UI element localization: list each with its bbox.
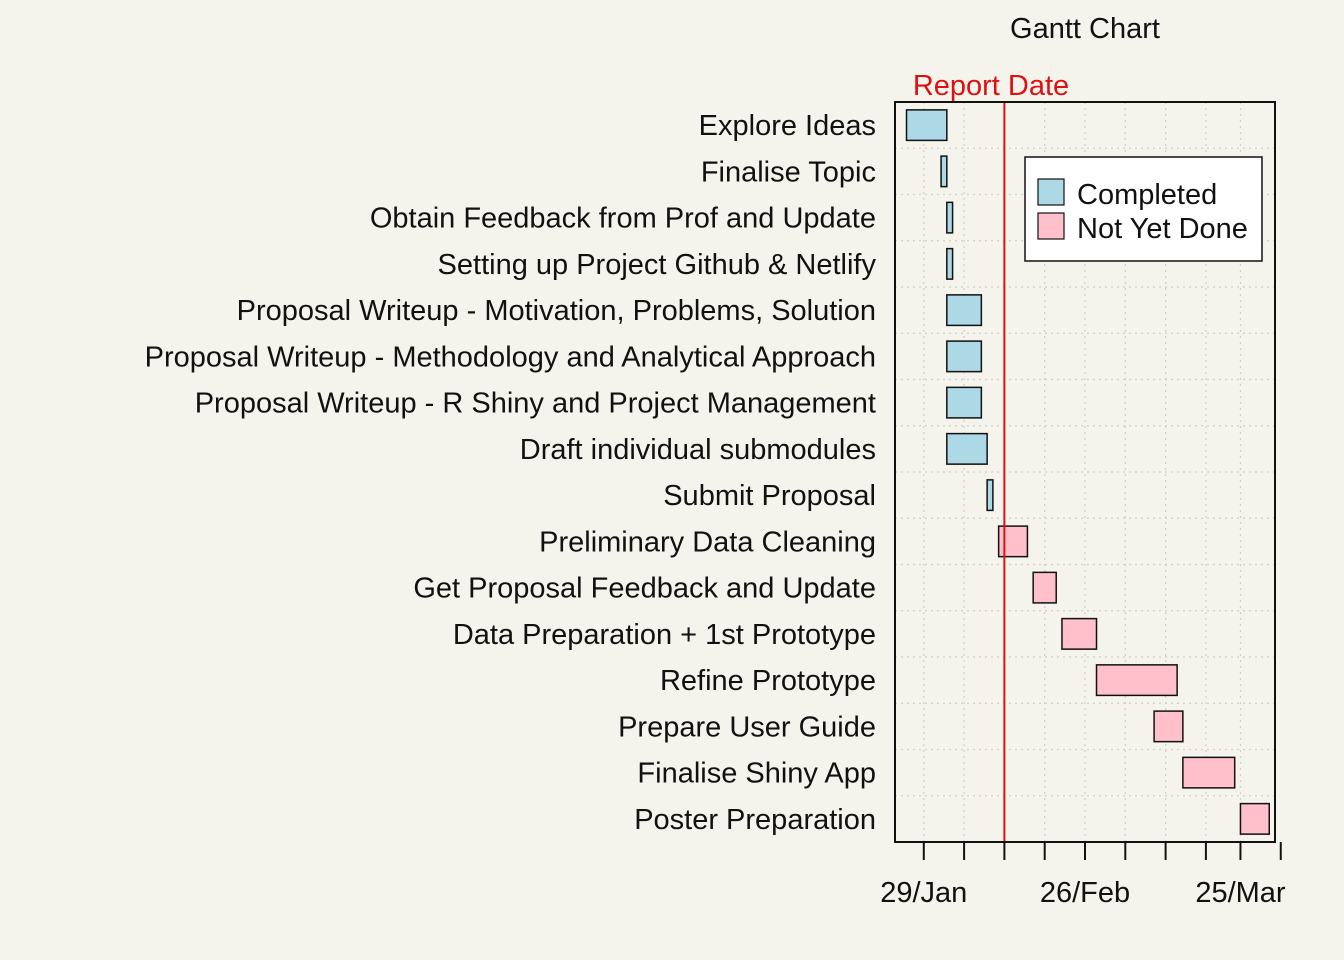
task-label: Refine Prototype	[660, 665, 876, 697]
legend-box	[1024, 156, 1263, 262]
task-bar-submit-proposal	[986, 479, 994, 512]
task-bar-get-proposal-feedback-and-update	[1032, 571, 1057, 604]
task-label: Prepare User Guide	[618, 711, 876, 743]
report-date-label: Report Date	[913, 70, 1069, 102]
task-label: Draft individual submodules	[520, 434, 876, 466]
task-labels: Explore Ideas Finalise Topic Obtain Feedba…	[145, 110, 877, 836]
task-label: Proposal Writeup - Methodology and Analy…	[145, 341, 876, 373]
task-label: Proposal Writeup - Motivation, Problems,…	[237, 295, 876, 327]
legend-swatch-not-yet-done	[1037, 212, 1065, 240]
task-label: Finalise Topic	[701, 156, 876, 188]
task-bar-refine-prototype	[1095, 664, 1178, 697]
task-bar-prepare-user-guide	[1153, 710, 1184, 743]
task-label: Poster Preparation	[634, 804, 876, 836]
task-bar-finalise-shiny-app	[1182, 756, 1236, 789]
task-bar-proposal-writeup-methodology-and-analytical-approach	[946, 340, 983, 373]
task-label: Finalise Shiny App	[637, 758, 876, 790]
task-bar-poster-preparation	[1239, 802, 1270, 835]
x-tick-label: 29/Jan	[880, 877, 967, 909]
task-label: Data Preparation + 1st Prototype	[453, 619, 876, 651]
x-tick-label: 25/Mar	[1195, 877, 1286, 909]
legend-label-not-yet-done: Not Yet Done	[1077, 213, 1248, 245]
legend-label-completed: Completed	[1077, 179, 1217, 211]
task-bar-obtain-feedback-from-prof-and-update	[946, 201, 954, 234]
task-label: Get Proposal Feedback and Update	[413, 573, 876, 605]
task-bar-finalise-topic	[940, 155, 948, 188]
task-bar-data-preparation-1st-prototype	[1061, 617, 1098, 650]
task-label: Setting up Project Github & Netlify	[438, 249, 877, 281]
chart-title: Gantt Chart	[1010, 13, 1160, 45]
task-label: Explore Ideas	[699, 110, 876, 142]
legend-swatch-completed	[1037, 178, 1065, 206]
task-bar-setting-up-project-github-netlify	[946, 247, 954, 280]
x-tick-label: 26/Feb	[1040, 877, 1130, 909]
task-bar-proposal-writeup-r-shiny-and-project-management	[946, 386, 983, 419]
x-axis: 29/Jan 26/Feb 25/Mar	[880, 842, 1286, 909]
task-label: Preliminary Data Cleaning	[539, 526, 876, 558]
task-bar-proposal-writeup-motivation-problems-solution	[946, 294, 983, 327]
task-bar-preliminary-data-cleaning	[997, 525, 1029, 558]
task-bars	[905, 109, 1270, 835]
task-label: Obtain Feedback from Prof and Update	[370, 203, 876, 235]
task-label: Proposal Writeup - R Shiny and Project M…	[195, 388, 876, 420]
task-bar-draft-individual-submodules	[946, 432, 988, 465]
task-label: Submit Proposal	[663, 480, 876, 512]
task-bar-explore-ideas	[905, 109, 948, 142]
legend: Completed Not Yet Done	[1024, 156, 1263, 262]
